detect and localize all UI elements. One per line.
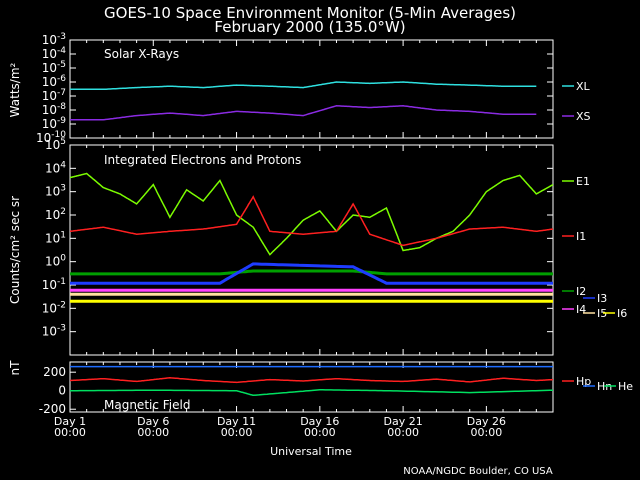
x-tick-label: 00:00 [304, 426, 336, 439]
y-tick-exponent: 5 [60, 137, 66, 147]
legend-label-xl: XL [576, 80, 591, 93]
xray-panel-label: Solar X-Rays [104, 47, 179, 61]
y-tick-label: 10-1 [42, 277, 66, 292]
y-tick-label: 10-4 [42, 46, 67, 61]
y-tick-exponent: -1 [57, 277, 66, 287]
y-tick-label: 10-5 [42, 60, 66, 75]
series-line-i2 [70, 269, 553, 276]
x-tick-label: 00:00 [387, 426, 419, 439]
series-line-hp [69, 376, 553, 384]
y-tick-exponent: 4 [60, 160, 66, 170]
y-tick-exponent: -7 [57, 88, 66, 98]
series-line-xl [70, 81, 537, 91]
y-tick-label: 10-3 [42, 32, 66, 47]
y-tick-label: -200 [39, 402, 66, 416]
particle-panel [69, 144, 554, 356]
legend-label-i1: I1 [576, 230, 586, 243]
y-tick-exponent: -2 [57, 300, 66, 310]
legend-label-i5: I5 [597, 307, 607, 320]
y-tick-exponent: 2 [60, 207, 66, 217]
y-tick-exponent: -9 [57, 116, 66, 126]
y-tick-label: 200 [43, 365, 66, 379]
y-tick-label: 10-6 [42, 74, 67, 89]
xray-ylabel: Watts/m² [8, 62, 22, 117]
chart-subtitle: February 2000 (135.0°W) [214, 18, 405, 36]
x-axis-label: Universal Time [270, 445, 352, 458]
legend-label-i6: I6 [617, 307, 627, 320]
y-tick-label: 10-3 [42, 324, 66, 339]
legend-label-i4: I4 [576, 303, 586, 316]
legend-label-i3: I3 [597, 292, 607, 305]
y-tick-exponent: 0 [60, 254, 66, 264]
y-tick-label: 10-2 [42, 300, 66, 315]
series-lines [69, 81, 554, 397]
chart-title: GOES-10 Space Environment Monitor (5-Min… [104, 4, 516, 22]
y-tick-label: 0 [58, 384, 66, 398]
x-tick-label: Day 1 [54, 415, 86, 428]
y-tick-label: 101 [45, 230, 66, 245]
y-tick-label: 105 [45, 137, 66, 152]
y-tick-label: 104 [45, 160, 66, 175]
series-line-i3 [70, 262, 553, 285]
magnetic-panel [69, 361, 554, 413]
x-tick-label: Day 6 [137, 415, 169, 428]
y-tick-exponent: 1 [60, 230, 66, 240]
footer-credit: NOAA/NGDC Boulder, CO USA [403, 466, 553, 477]
series-line-xs [70, 105, 537, 121]
legend-label-xs: XS [576, 110, 591, 123]
magnetic-y-ticks: -200 0 200 [39, 365, 76, 416]
legend-label-hp: Hp [576, 375, 591, 388]
magnetic-panel-label: Magnetic Field [104, 398, 190, 412]
y-tick-label: 10-7 [42, 88, 66, 103]
y-tick-exponent: -3 [57, 32, 66, 42]
legend-label-e1: E1 [576, 175, 590, 188]
xray-y-ticks: 10-310-410-510-610-710-810-910-10 [36, 32, 553, 145]
y-tick-label: 10-8 [42, 102, 67, 117]
y-tick-label: 102 [45, 207, 66, 222]
x-tick-label: 00:00 [221, 426, 253, 439]
legend-label-i2: I2 [576, 285, 586, 298]
series-line-e1 [69, 172, 554, 256]
x-tick-label: Day 26 [467, 415, 506, 428]
y-tick-exponent: -10 [51, 130, 66, 140]
magnetic-ylabel: nT [8, 360, 22, 376]
y-tick-exponent: -6 [57, 74, 66, 84]
y-tick-label: 10-9 [42, 116, 67, 131]
y-tick-exponent: -4 [57, 46, 66, 56]
particle-ylabel: Counts/cm² sec sr [8, 196, 22, 304]
y-tick-exponent: -3 [57, 324, 66, 334]
x-tick-label: 00:00 [54, 426, 86, 439]
series-line-he [70, 389, 554, 397]
y-tick-label: 100 [45, 254, 66, 269]
legend-label-he: He [618, 380, 633, 393]
y-tick-exponent: -8 [57, 102, 66, 112]
y-tick-exponent: -5 [57, 60, 66, 70]
particle-panel-label: Integrated Electrons and Protons [104, 153, 301, 167]
x-tick-label: 00:00 [471, 426, 503, 439]
x-tick-label: Day 21 [383, 415, 422, 428]
series-line-i1 [69, 195, 554, 247]
y-tick-label: 103 [45, 184, 66, 199]
x-tick-label: 00:00 [137, 426, 169, 439]
x-tick-label: Day 11 [217, 415, 256, 428]
x-tick-label: Day 16 [300, 415, 339, 428]
y-tick-exponent: 3 [60, 184, 66, 194]
